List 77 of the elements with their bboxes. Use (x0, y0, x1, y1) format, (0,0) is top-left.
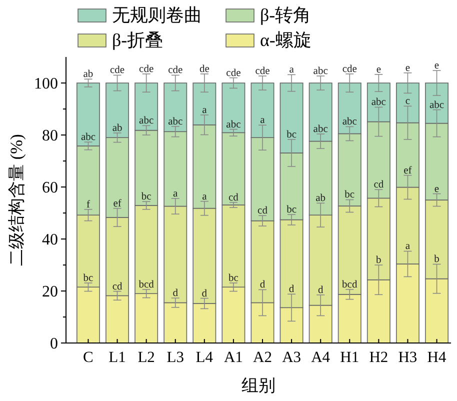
x-tick-label: H1 (340, 349, 360, 366)
annotation: bc (286, 204, 297, 216)
legend-label: β-转角 (260, 5, 312, 25)
y-tick-label: 0 (50, 336, 58, 353)
annotation: abc (313, 124, 328, 135)
annotation: bcd (342, 279, 358, 290)
x-tick-label: L3 (166, 349, 184, 366)
annotation: a (173, 188, 178, 200)
annotation: cd (228, 192, 240, 204)
annotation: cde (139, 64, 154, 75)
annotation: a (202, 191, 208, 202)
annotation: ef (113, 198, 122, 210)
annotation: bc (83, 272, 94, 284)
annotation: d (288, 284, 295, 296)
annotation: abc (168, 116, 183, 128)
x-axis-title: 组别 (242, 376, 276, 395)
x-tick-label: H3 (398, 349, 418, 366)
annotation: bc (228, 272, 239, 284)
x-tick-label: H2 (369, 349, 388, 366)
annotation: a (289, 64, 294, 76)
y-tick-label: 100 (34, 76, 58, 93)
annotation: bc (286, 129, 297, 140)
annotation: bc (344, 190, 355, 201)
annotation: abc (139, 116, 154, 127)
annotation: b (434, 254, 440, 266)
annotation: a (260, 115, 266, 126)
annotation: bc (141, 192, 152, 203)
annotation: abc (80, 132, 96, 144)
annotation: f (86, 199, 90, 210)
annotation: e (434, 184, 440, 195)
annotation: ab (316, 193, 326, 204)
annotation: cde (110, 65, 125, 76)
annotation: cd (258, 206, 268, 217)
y-tick-label: 40 (42, 232, 58, 249)
annotation: a (405, 241, 410, 252)
annotation: d (260, 280, 266, 291)
y-tick-label: 80 (42, 128, 58, 145)
annotation: d (318, 284, 324, 296)
annotation: abc (371, 97, 386, 108)
x-tick-label: L1 (108, 349, 126, 366)
annotation: cde (342, 64, 358, 75)
annotation: ef (404, 165, 412, 176)
y-axis-title: 二级结构含量 (%) (7, 134, 26, 266)
annotation: e (405, 62, 410, 74)
annotation: cde (168, 65, 183, 76)
annotation: cd (374, 180, 384, 191)
legend-label: α-螺旋 (260, 30, 312, 50)
annotation: e (376, 64, 382, 76)
annotation: d (172, 288, 179, 300)
y-tick-label: 20 (42, 284, 58, 301)
annotation: e (434, 60, 440, 72)
x-tick-label: A4 (311, 349, 330, 366)
legend-label: β-折叠 (112, 30, 164, 50)
annotation: d (202, 288, 208, 300)
annotation: abc (313, 66, 328, 77)
legend-label: 无规则卷曲 (112, 5, 202, 25)
annotation: abc (342, 116, 358, 128)
x-tick-label: H4 (427, 349, 446, 366)
annotation: de (199, 64, 210, 75)
y-tick-label: 60 (42, 180, 58, 197)
annotation: abc (429, 100, 444, 111)
x-tick-label: A2 (253, 349, 272, 366)
annotation: ab (83, 69, 94, 80)
annotation: cde (255, 66, 270, 77)
x-tick-label: L2 (138, 349, 155, 366)
annotation: ab (112, 122, 122, 134)
x-tick-label: C (83, 349, 94, 366)
annotation: b (376, 255, 382, 266)
annotation: cd (112, 281, 123, 292)
annotation: cde (226, 68, 242, 79)
annotation: a (202, 104, 208, 116)
annotation: abc (226, 119, 242, 130)
annotation: c (405, 96, 410, 108)
x-tick-label: L4 (196, 349, 214, 366)
annotation: bcd (138, 279, 155, 290)
x-tick-label: A3 (282, 349, 302, 366)
x-tick-label: A1 (224, 349, 243, 366)
